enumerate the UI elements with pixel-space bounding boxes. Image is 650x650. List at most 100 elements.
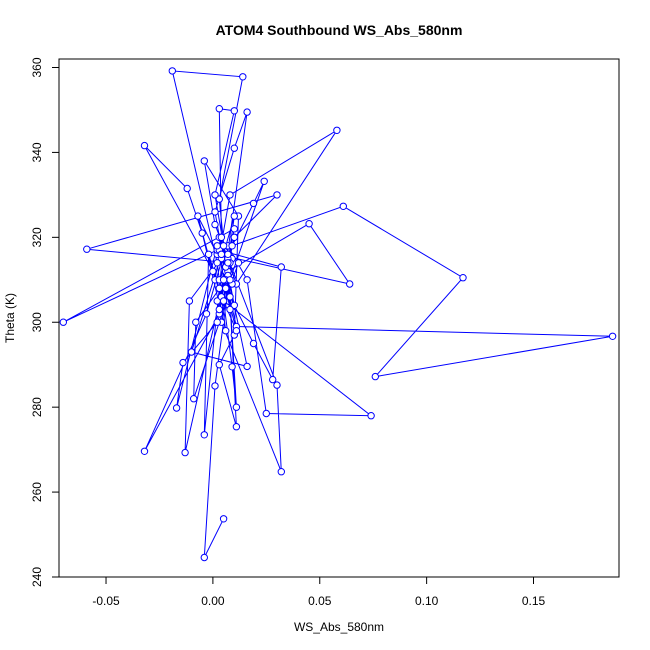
data-point xyxy=(217,250,226,259)
chart-title: ATOM4 Southbound WS_Abs_580nm xyxy=(216,22,463,38)
data-point xyxy=(181,448,189,457)
data-point xyxy=(367,412,375,420)
data-point xyxy=(217,233,226,242)
data-point xyxy=(239,73,247,81)
data-point xyxy=(333,126,341,135)
data-point xyxy=(232,327,241,335)
data-point xyxy=(213,242,221,250)
y-axis-label: Theta (K) xyxy=(3,293,17,343)
data-point xyxy=(249,339,258,348)
data-point xyxy=(228,363,236,371)
data-point xyxy=(59,318,67,326)
data-point xyxy=(202,310,211,318)
x-axis-label: WS_Abs_580nm xyxy=(294,620,384,634)
data-point xyxy=(219,515,228,523)
data-point xyxy=(249,199,258,208)
data-point xyxy=(222,327,230,335)
data-point xyxy=(230,233,239,242)
data-point xyxy=(192,318,200,326)
y-tick-label: 260 xyxy=(30,482,44,502)
data-point xyxy=(277,468,285,476)
data-point xyxy=(83,245,91,253)
data-point xyxy=(200,157,209,165)
data-point xyxy=(215,105,224,113)
x-tick-label: 0.00 xyxy=(201,594,225,608)
data-point xyxy=(230,107,239,115)
data-point xyxy=(211,220,219,229)
data-point xyxy=(140,141,149,150)
data-point xyxy=(230,144,239,152)
x-tick-label: 0.10 xyxy=(415,594,439,608)
data-point xyxy=(232,403,241,411)
data-point xyxy=(260,177,268,186)
data-point xyxy=(179,358,187,367)
data-point xyxy=(213,259,221,267)
data-point xyxy=(140,447,149,455)
y-tick-label: 360 xyxy=(30,57,44,77)
data-point xyxy=(213,318,221,326)
data-point xyxy=(215,284,224,292)
data-point xyxy=(209,267,217,275)
data-point xyxy=(211,191,219,199)
plot-area-border xyxy=(58,58,620,578)
data-point xyxy=(200,431,209,439)
data-point xyxy=(273,191,281,199)
y-tick-label: 300 xyxy=(30,312,44,332)
y-tick-label: 320 xyxy=(30,227,44,247)
y-tick-label: 280 xyxy=(30,397,44,417)
data-point xyxy=(243,108,251,116)
x-tick-label: 0.15 xyxy=(522,594,546,608)
y-axis: 240 260 280 300 320 340 360 xyxy=(30,57,60,587)
y-tick-label: 340 xyxy=(30,142,44,162)
data-point xyxy=(219,242,228,250)
data-point xyxy=(215,305,224,314)
data-point xyxy=(226,305,234,314)
data-point xyxy=(234,259,243,267)
data-point xyxy=(204,250,213,259)
data-point xyxy=(226,293,234,301)
data-point xyxy=(346,280,354,288)
data-point xyxy=(230,301,239,309)
data-point xyxy=(219,297,228,305)
data-point xyxy=(211,208,219,216)
data-point xyxy=(187,348,196,356)
data-point xyxy=(219,276,228,284)
x-tick-label: -0.05 xyxy=(92,594,120,608)
data-point xyxy=(215,361,224,369)
data-point xyxy=(190,395,198,403)
data-point xyxy=(228,242,236,250)
data-point xyxy=(194,212,202,220)
data-point xyxy=(215,195,224,203)
data-point xyxy=(200,553,209,562)
data-point xyxy=(168,67,177,75)
data-point xyxy=(226,191,234,199)
data-point xyxy=(371,372,379,381)
data-point xyxy=(230,225,239,233)
data-point xyxy=(224,250,232,259)
data-point xyxy=(243,362,251,371)
x-axis: -0.05 0.00 0.05 0.10 0.15 xyxy=(92,576,546,608)
data-point xyxy=(226,276,234,284)
data-point xyxy=(230,212,239,220)
data-point xyxy=(224,259,232,267)
data-point xyxy=(339,202,347,211)
data-point xyxy=(608,332,617,340)
x-tick-label: 0.05 xyxy=(308,594,332,608)
data-point xyxy=(232,423,241,431)
data-point xyxy=(269,375,277,384)
data-point xyxy=(459,274,467,282)
series-layer xyxy=(59,67,617,562)
data-point xyxy=(172,404,181,412)
data-point xyxy=(183,184,191,193)
data-point xyxy=(305,220,313,228)
data-point xyxy=(211,382,219,390)
data-point xyxy=(273,381,281,389)
data-point xyxy=(243,276,251,284)
y-tick-label: 240 xyxy=(30,567,44,587)
data-point xyxy=(262,409,270,418)
data-point xyxy=(185,297,194,305)
data-point xyxy=(222,284,230,292)
data-point xyxy=(277,263,285,271)
data-point xyxy=(198,229,206,237)
